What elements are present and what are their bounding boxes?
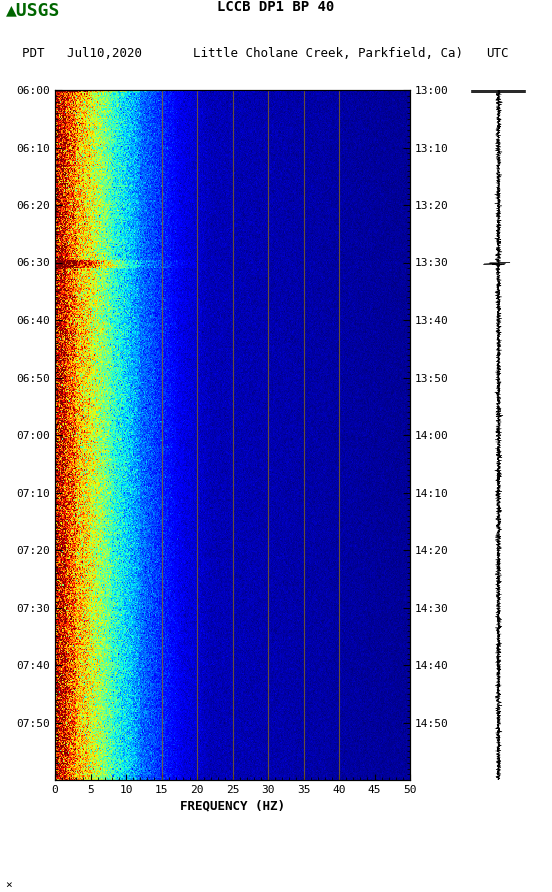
Text: ▲USGS: ▲USGS <box>6 2 60 20</box>
Text: LCCB DP1 BP 40: LCCB DP1 BP 40 <box>217 0 335 14</box>
X-axis label: FREQUENCY (HZ): FREQUENCY (HZ) <box>180 799 285 812</box>
Text: Little Cholane Creek, Parkfield, Ca): Little Cholane Creek, Parkfield, Ca) <box>193 46 463 60</box>
Text: UTC: UTC <box>486 46 508 60</box>
Text: ×: × <box>6 880 12 889</box>
Text: PDT   Jul10,2020: PDT Jul10,2020 <box>22 46 142 60</box>
